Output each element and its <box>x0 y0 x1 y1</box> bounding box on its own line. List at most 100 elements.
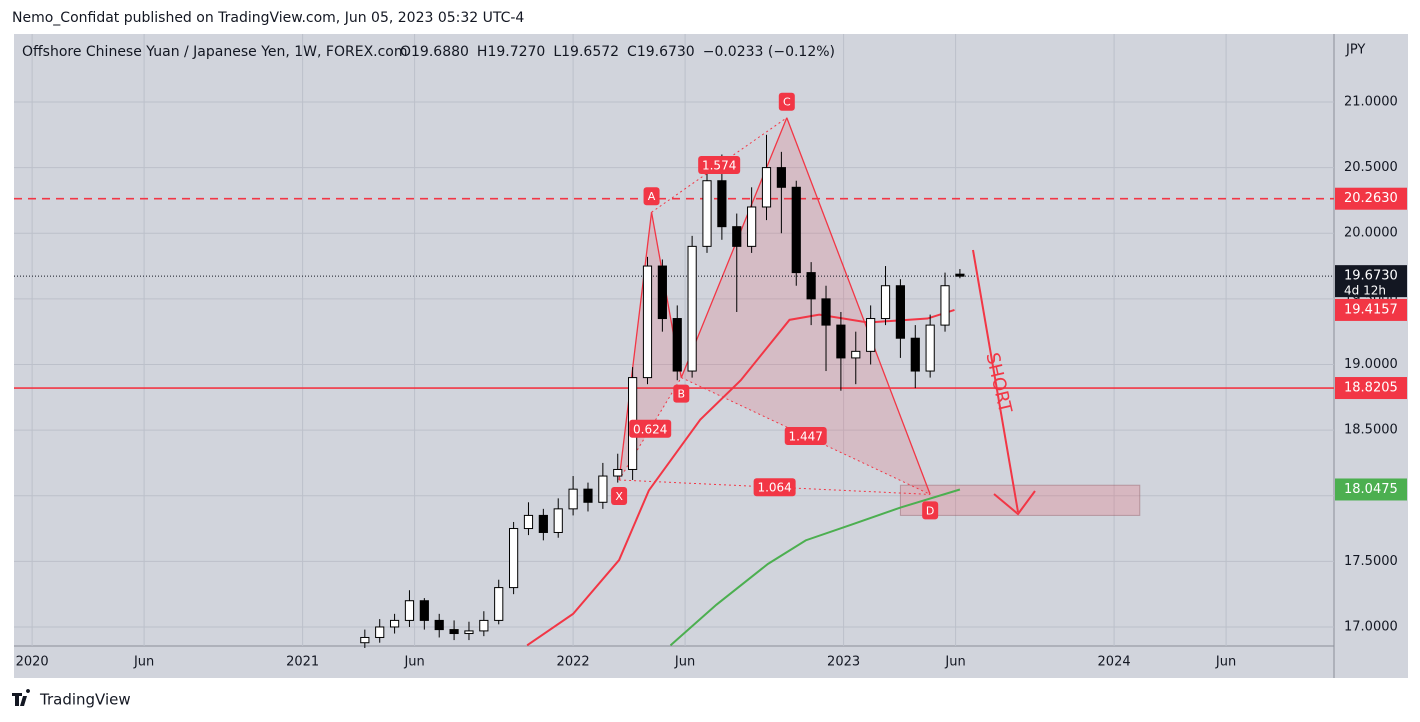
pattern-point-label: B <box>678 388 686 401</box>
candle-body <box>851 350 861 359</box>
candle-body <box>613 468 623 477</box>
candle-body <box>880 285 891 320</box>
x-tick-label: 2024 <box>1098 655 1131 670</box>
candle-body <box>910 337 920 372</box>
candle-body <box>791 186 801 274</box>
candle-body <box>583 488 593 503</box>
candle-body <box>657 265 667 320</box>
candle-body <box>687 245 697 372</box>
candle-body <box>568 488 578 510</box>
pattern-point-label: D <box>926 504 934 517</box>
candle-body <box>494 587 504 621</box>
candle-body <box>434 619 444 631</box>
tradingview-logo: TradingView <box>12 689 131 709</box>
price-badge <box>1335 478 1407 501</box>
moving-average <box>526 308 955 647</box>
candle-body <box>717 180 727 228</box>
candle-body <box>776 167 786 188</box>
price-badge-label: 18.8205 <box>1344 381 1398 396</box>
chart-pane <box>14 34 1408 678</box>
ohlc-values: O19.6880 H19.7270 L19.6572 C19.6730 −0.0233 … <box>400 44 835 60</box>
x-tick-label: Jun <box>403 655 424 670</box>
x-tick-label: 2022 <box>557 655 590 670</box>
candle-body <box>419 600 429 621</box>
axis-unit: JPY <box>1345 43 1365 58</box>
price-badge <box>1335 377 1407 400</box>
ratio-label: 0.624 <box>633 422 667 436</box>
x-tick-label: Jun <box>1215 655 1236 670</box>
y-tick-label: 18.5000 <box>1344 423 1398 438</box>
candle-body <box>821 298 831 326</box>
candle-body <box>702 180 712 247</box>
ohlc-item: C19.6730 <box>627 44 695 60</box>
short-arrow-head <box>993 490 1036 516</box>
candle-body <box>479 619 489 632</box>
y-tick-label: 17.0000 <box>1344 619 1398 634</box>
price-badge-label: 18.0475 <box>1344 482 1398 497</box>
pattern-point-box <box>922 501 939 520</box>
pattern-point-label: X <box>615 490 623 503</box>
pattern-point-box <box>778 92 795 111</box>
pattern-point-box <box>611 486 628 505</box>
ohlc-item: H19.7270 <box>477 44 545 60</box>
x-tick-label: 2020 <box>16 655 49 670</box>
ratio-box <box>753 478 796 497</box>
candle-body <box>598 475 608 503</box>
candle-body <box>955 273 965 277</box>
candle-body <box>806 272 816 300</box>
pattern-leg <box>680 117 788 378</box>
candle-body <box>523 514 534 530</box>
price-badge-label: 19.4157 <box>1344 302 1398 317</box>
moving-average <box>669 488 961 647</box>
y-tick-label: 19.0000 <box>1344 357 1398 372</box>
candle-body <box>553 508 563 533</box>
candle-body <box>464 630 474 635</box>
y-tick-label: 21.0000 <box>1344 94 1398 109</box>
x-tick-label: Jun <box>944 655 965 670</box>
candle-body <box>389 619 400 628</box>
symbol-title: Offshore Chinese Yuan / Japanese Yen, 1W… <box>22 44 408 60</box>
x-tick-label: Jun <box>133 655 154 670</box>
short-arrow <box>972 249 1019 513</box>
pattern-point-label: C <box>783 96 791 109</box>
candle-body <box>538 514 548 533</box>
price-badge-label: 20.2630 <box>1344 191 1398 206</box>
ohlc-item: L19.6572 <box>553 44 619 60</box>
candle-body <box>866 318 876 352</box>
price-badge-label: 19.6730 <box>1344 269 1398 284</box>
candle-body <box>895 285 905 339</box>
ratio-label: 1.064 <box>757 481 791 495</box>
y-tick-label: 17.5000 <box>1344 554 1398 569</box>
candle-body <box>732 226 742 247</box>
pattern-leg <box>618 212 653 481</box>
ratio-box <box>784 427 827 446</box>
x-tick-label: Jun <box>674 655 695 670</box>
x-tick-label: 2023 <box>827 655 860 670</box>
x-tick-label: 2021 <box>286 655 319 670</box>
ratio-label: 1.447 <box>789 430 823 444</box>
candle-body <box>360 636 370 644</box>
candle-body <box>747 206 757 247</box>
candle-body <box>940 285 950 326</box>
candle-body <box>642 265 653 379</box>
ohlc-item: O19.6880 <box>400 44 469 60</box>
candle-body <box>404 600 415 621</box>
publish-header: Nemo_Confidat published on TradingView.c… <box>12 10 524 26</box>
candle-body <box>761 167 772 208</box>
ratio-box <box>698 155 741 174</box>
candle-body <box>925 324 935 372</box>
candle-body <box>672 318 682 372</box>
pattern-point-box <box>673 384 690 403</box>
pattern-fill <box>681 117 931 495</box>
y-tick-label: 20.0000 <box>1344 226 1398 241</box>
candle-body <box>509 528 519 589</box>
y-tick-label: 20.5000 <box>1344 160 1398 175</box>
footer-brand: TradingView <box>39 691 131 709</box>
price-change: −0.0233 (−0.12%) <box>703 44 835 60</box>
pattern-point-label: A <box>648 190 656 203</box>
price-badge <box>1335 265 1407 298</box>
candle-body <box>449 629 459 635</box>
candle-body <box>375 626 385 638</box>
